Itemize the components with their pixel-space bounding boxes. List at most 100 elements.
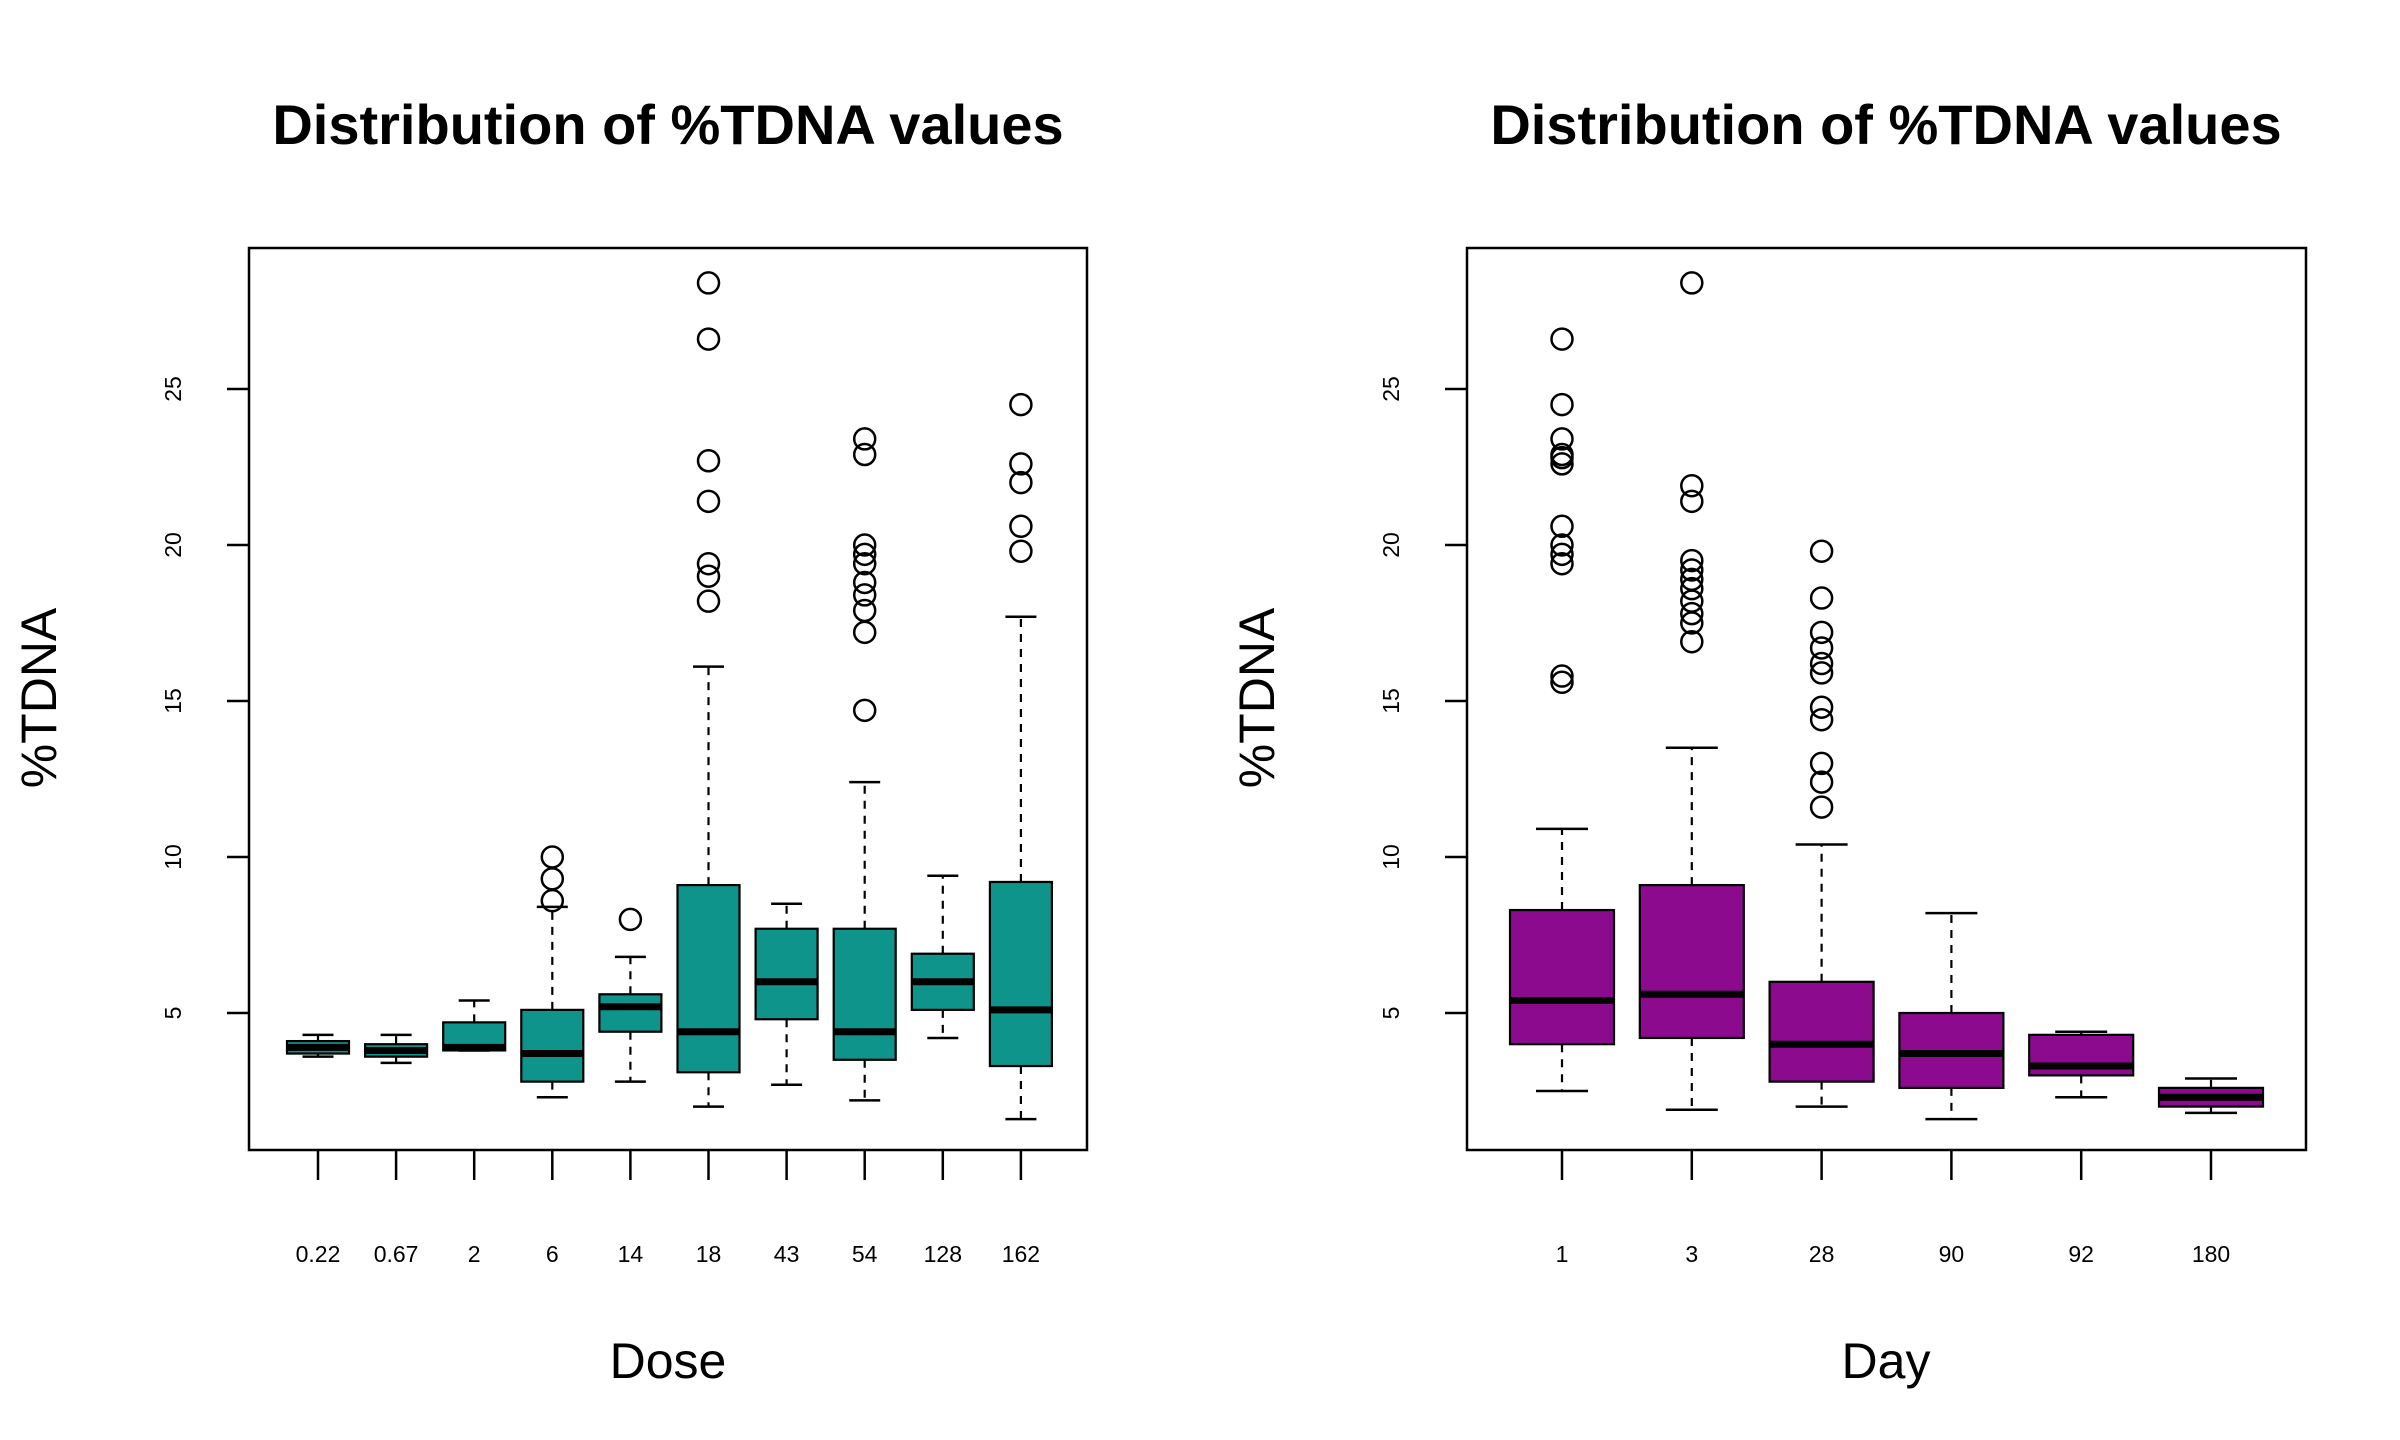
dose-box-128: [910, 874, 975, 1040]
day-box-28: [1768, 539, 1875, 1108]
outlier-point: [696, 551, 721, 576]
dose-chart-boxes: [285, 271, 1054, 1121]
outlier-point: [1680, 489, 1704, 514]
dose-x-tick-label: 43: [774, 1241, 800, 1267]
day-y-tick-label: 20: [1378, 532, 1404, 558]
dose-x-tick-label: 0.22: [296, 1241, 341, 1267]
day-box-92: [2028, 1030, 2135, 1099]
outlier-point: [1009, 452, 1033, 476]
dose-chart-x-axis-title: Dose: [610, 1333, 727, 1389]
dose-box-2: [442, 999, 507, 1052]
outlier-point: [1809, 620, 1834, 645]
dose-box-14: [598, 907, 663, 1083]
outlier-point: [1009, 514, 1033, 539]
day-x-tick-label: 92: [2068, 1241, 2094, 1267]
dose-x-tick-label: 14: [618, 1241, 644, 1267]
dose-chart-x-axis: 0.22 0.67 2 6 14 18 43 54 128 162: [296, 1150, 1040, 1267]
dose-chart-y-axis: 5 10 15 20 25: [160, 376, 249, 1019]
outlier-point: [696, 449, 721, 473]
outlier-point: [1680, 558, 1704, 582]
day-chart-plot-frame: [1465, 246, 2308, 1152]
outlier-point: [852, 598, 877, 623]
dose-chart-panel: Distribution of %TDNA values Dose %TDNA …: [11, 93, 1089, 1389]
dose-x-tick-label: 128: [924, 1241, 962, 1267]
dose-x-tick-label: 2: [468, 1241, 481, 1267]
dose-y-tick-label: 10: [160, 844, 186, 870]
dose-box-0.67: [364, 1033, 429, 1065]
day-chart-panel: Distribution of %TDNA values Day %TDNA 5…: [1229, 93, 2308, 1389]
dose-x-tick-label: 0.67: [374, 1241, 419, 1267]
interquartile-box: [1768, 980, 1875, 1083]
dose-box-54: [832, 427, 897, 1102]
interquartile-box: [988, 880, 1054, 1068]
outlier-point: [1809, 751, 1834, 776]
outlier-point: [1009, 470, 1033, 495]
outlier-point: [1550, 551, 1574, 576]
day-box-1: [1508, 327, 1616, 1093]
interquartile-box: [520, 1008, 585, 1083]
outlier-point: [696, 489, 721, 514]
dose-box-43: [754, 902, 819, 1087]
outlier-point: [1550, 327, 1574, 351]
outlier-point: [1550, 427, 1574, 451]
day-chart-boxes: [1508, 271, 2265, 1121]
outlier-point: [1009, 539, 1033, 563]
outlier-point: [1680, 473, 1704, 498]
dose-x-tick-label: 162: [1002, 1241, 1040, 1267]
outlier-point: [696, 589, 721, 613]
day-x-tick-label: 28: [1809, 1241, 1835, 1267]
outlier-point: [1809, 795, 1834, 819]
outlier-point: [1809, 661, 1834, 685]
dose-x-tick-label: 6: [546, 1241, 559, 1267]
outlier-point: [1809, 539, 1834, 563]
outlier-point: [540, 845, 565, 869]
outlier-point: [1550, 452, 1574, 476]
outlier-point: [1550, 533, 1574, 557]
outlier-point: [1680, 271, 1704, 295]
dose-chart-plot-frame: [247, 246, 1089, 1152]
day-x-tick-label: 180: [2192, 1241, 2230, 1267]
dose-box-6: [520, 845, 585, 1099]
interquartile-box: [1638, 883, 1745, 1040]
interquartile-box: [598, 993, 663, 1033]
outlier-point: [1680, 601, 1704, 626]
dose-y-tick-label: 15: [160, 688, 186, 714]
day-x-tick-label: 90: [1939, 1241, 1965, 1267]
outlier-point: [1680, 567, 1704, 592]
outlier-point: [1550, 542, 1574, 567]
outlier-point: [1809, 586, 1834, 610]
outlier-point: [1550, 514, 1574, 539]
interquartile-box: [1508, 908, 1616, 1046]
dose-y-tick-label: 20: [160, 532, 186, 558]
outlier-point: [696, 564, 721, 588]
day-box-90: [1898, 911, 2005, 1121]
outlier-point: [852, 551, 877, 576]
outlier-point: [852, 442, 877, 467]
dose-box-162: [988, 392, 1054, 1121]
outlier-point: [1009, 392, 1033, 417]
interquartile-box: [676, 883, 741, 1074]
outlier-point: [852, 698, 877, 723]
dose-box-18: [676, 271, 741, 1108]
day-y-tick-label: 25: [1378, 376, 1404, 402]
outlier-point: [852, 542, 877, 567]
interquartile-box: [754, 927, 819, 1021]
dose-chart-y-axis-title: %TDNA: [11, 607, 67, 788]
outlier-point: [852, 583, 877, 607]
outlier-point: [1680, 548, 1704, 573]
outlier-point: [1809, 651, 1834, 676]
outlier-point: [618, 907, 643, 932]
outlier-point: [852, 570, 877, 595]
outlier-point: [696, 327, 721, 351]
outlier-point: [1550, 442, 1574, 467]
dose-x-tick-label: 54: [852, 1241, 878, 1267]
outlier-point: [1809, 695, 1834, 719]
day-chart-y-axis: 5 10 15 20 25: [1378, 376, 1467, 1019]
outlier-point: [852, 427, 877, 451]
day-box-180: [2157, 1077, 2265, 1115]
dose-chart-title: Distribution of %TDNA values: [272, 93, 1063, 156]
dose-box-0.22: [285, 1033, 351, 1058]
day-y-tick-label: 15: [1378, 688, 1404, 714]
outlier-point: [1809, 707, 1834, 732]
